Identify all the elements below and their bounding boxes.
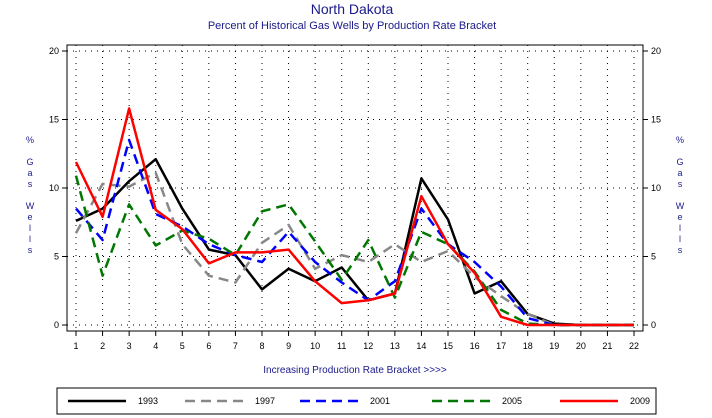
series-line-1993 (75, 157, 634, 327)
y-tick-label-right: 20 (651, 46, 661, 56)
y-axis-label-left-char: s (28, 179, 33, 189)
gridlines (67, 45, 643, 331)
legend-label-1997: 1997 (255, 396, 275, 406)
x-tick-label: 9 (286, 341, 291, 351)
y-tick-label-left: 0 (54, 320, 59, 330)
x-axis-label: Increasing Production Rate Bracket >>>> (263, 365, 447, 376)
x-tick-label: 2 (100, 341, 105, 351)
legend: 1993 1997 2001 2005 2009 (68, 396, 650, 406)
y-axis-label-right-char: l (679, 234, 681, 244)
y-axis-label-left-char: G (26, 157, 33, 167)
series-lines (74, 107, 634, 327)
chart-subtitle: Percent of Historical Gas Wells by Produ… (208, 20, 496, 32)
y-axis-label-right-char: a (677, 168, 682, 178)
y-tick-label-left: 20 (49, 46, 59, 56)
y-tick-label-right: 10 (651, 183, 661, 193)
y-tick-label-left: 10 (49, 183, 59, 193)
x-tick-label: 7 (233, 341, 238, 351)
y-axis-label-right-char: % (676, 135, 684, 145)
series-line-2001 (75, 138, 634, 327)
x-tick-label: 5 (180, 341, 185, 351)
y-axis-label-right-char: e (677, 212, 682, 222)
series-line-2005 (74, 175, 634, 327)
x-tick-label: 13 (390, 341, 400, 351)
x-tick-label: 6 (206, 341, 211, 351)
y-axis-label-left-char: l (29, 223, 31, 233)
y-tick-label-left: 15 (49, 115, 59, 125)
legend-label-1993: 1993 (138, 396, 158, 406)
y-axis-label-left-char: l (29, 234, 31, 244)
x-tick-label: 1 (73, 341, 78, 351)
y-tick-label-right: 15 (651, 115, 661, 125)
x-tick-label: 20 (576, 341, 586, 351)
y-axis-label-right-char: l (679, 223, 681, 233)
y-axis-label-right-char: s (678, 179, 683, 189)
y-axis-label-left-char: W (26, 201, 35, 211)
y-axis-label-left-char: e (27, 212, 32, 222)
x-tick-label: 17 (496, 341, 506, 351)
x-axis-ticks: 1 2 3 4 5 6 7 8 9 10 11 12 13 14 15 16 17 18 19 20 21 22 (73, 331, 639, 351)
x-tick-label: 19 (549, 341, 559, 351)
y-tick-label-right: 5 (651, 252, 656, 262)
x-tick-label: 12 (363, 341, 373, 351)
y-axis-label-left-char: % (26, 135, 34, 145)
x-tick-label: 15 (443, 341, 453, 351)
y-axis-label-left-char: a (27, 168, 32, 178)
series-line-1997 (74, 171, 634, 327)
y-axis-label-right-char: G (676, 157, 683, 167)
y-tick-label-left: 5 (54, 252, 59, 262)
x-tick-label: 18 (523, 341, 533, 351)
x-tick-label: 3 (127, 341, 132, 351)
x-tick-label: 10 (310, 341, 320, 351)
series-line-2009 (74, 107, 634, 327)
legend-label-2005: 2005 (502, 396, 522, 406)
x-tick-label: 22 (629, 341, 639, 351)
y-axis-ticks: 0 0 5 5 10 10 15 15 20 20 (49, 46, 661, 330)
x-tick-label: 8 (259, 341, 264, 351)
x-tick-label: 11 (337, 341, 346, 351)
y-tick-label-right: 0 (651, 320, 656, 330)
x-tick-label: 21 (602, 341, 612, 351)
chart-title: North Dakota (311, 1, 394, 17)
y-axis-label-left-char: s (28, 245, 33, 255)
y-axis-label-right-char: s (678, 245, 683, 255)
legend-label-2001: 2001 (370, 396, 390, 406)
x-tick-label: 14 (416, 341, 426, 351)
x-tick-label: 16 (470, 341, 480, 351)
legend-label-2009: 2009 (630, 396, 650, 406)
x-tick-label: 4 (153, 341, 158, 351)
y-axis-label-right-char: W (676, 201, 685, 211)
